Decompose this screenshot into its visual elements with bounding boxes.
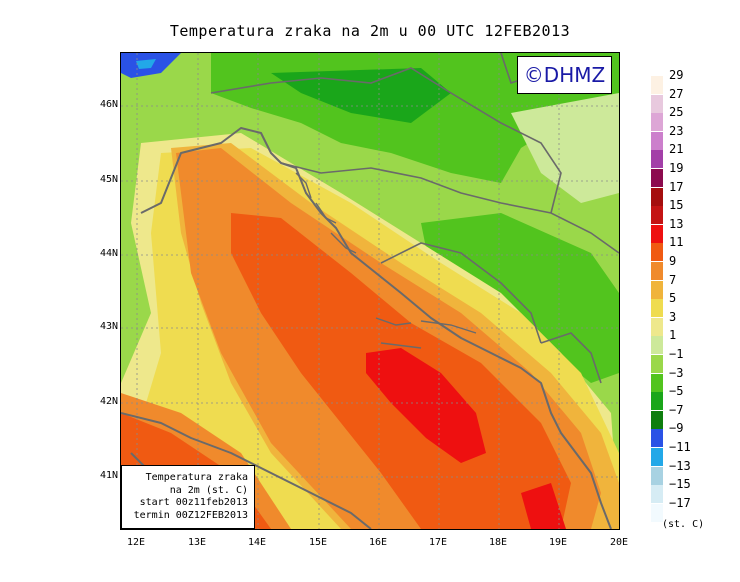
legend-label: 5 (669, 291, 677, 306)
lat-label-44n: 44N (99, 248, 118, 259)
lat-label-41n: 41N (99, 470, 118, 481)
legend-label: 19 (669, 161, 684, 175)
legend-label: −1 (669, 347, 684, 361)
legend-label: 3 (669, 309, 677, 324)
legend-swatch (651, 243, 663, 262)
legend-label: 27 (669, 86, 684, 101)
legend-swatch (651, 336, 663, 355)
legend-unit: (st. C) (662, 519, 705, 530)
lat-label-45n: 45N (99, 174, 118, 185)
legend-swatch (651, 187, 663, 206)
legend-swatch (651, 392, 663, 411)
legend-label: 7 (669, 272, 677, 287)
lon-label-19e: 19E (548, 537, 568, 548)
lat-label-43n: 43N (99, 321, 118, 332)
islands (295, 172, 477, 349)
legend-swatch (651, 503, 663, 522)
legend-label: 17 (669, 179, 684, 194)
legend-swatch (651, 355, 663, 373)
legend-label: 23 (669, 123, 684, 138)
legend-label: 9 (669, 254, 677, 268)
legend-label: −13 (669, 458, 691, 473)
legend-label: 21 (669, 142, 684, 157)
borders (210, 53, 619, 384)
zone-plus13 (366, 348, 486, 463)
lon-label-14e: 14E (247, 537, 267, 548)
lon-label-17e: 17E (428, 537, 448, 548)
legend-swatch (651, 448, 663, 466)
lat-label-42n: 42N (99, 396, 118, 407)
zone-plus13-south (521, 483, 566, 529)
legend-swatch (651, 169, 663, 187)
legend-label: −3 (669, 365, 684, 380)
info-line-1: Temperatura zraka (145, 472, 248, 483)
temperature-map (120, 52, 620, 530)
lon-label-13e: 13E (187, 537, 207, 548)
legend-label: −5 (669, 384, 684, 399)
info-box: Temperatura zraka na 2m (st. C) start 00… (121, 465, 255, 529)
legend-label: 25 (669, 105, 684, 120)
legend-swatch (651, 466, 663, 485)
zone-minus5 (271, 68, 451, 123)
legend-swatch (651, 429, 663, 448)
legend-label: −9 (669, 421, 684, 436)
legend-swatch (651, 280, 663, 299)
zone-minus11 (136, 59, 156, 69)
lon-label-20e: 20E (609, 537, 629, 548)
legend-label: 11 (669, 235, 684, 250)
zone-plus1-east (511, 93, 619, 203)
legend-label: 29 (669, 68, 684, 82)
legend-label: 1 (669, 328, 677, 343)
lat-label-46n: 46N (99, 99, 118, 110)
legend-swatch (651, 131, 663, 150)
legend-label: −17 (669, 495, 691, 510)
legend-swatch (651, 94, 663, 113)
legend-label: −11 (669, 440, 691, 454)
legend-swatch (651, 76, 663, 94)
legend-swatch (651, 485, 663, 504)
legend-swatch (651, 206, 663, 225)
legend-swatch (651, 373, 663, 392)
legend-label: −15 (669, 477, 691, 492)
info-line-4: termin 00Z12FEB2013 (133, 509, 248, 521)
map-canvas (121, 53, 619, 529)
legend-swatch (651, 150, 663, 169)
legend-label: 15 (669, 198, 684, 213)
legend-swatch (651, 113, 663, 132)
lon-label-18e: 18E (488, 537, 508, 548)
lon-label-16e: 16E (368, 537, 388, 548)
info-line-2: na 2m (st. C) (169, 484, 248, 496)
map-title: Temperatura zraka na 2m u 00 UTC 12FEB20… (169, 22, 571, 40)
zone-interior-minus3 (421, 213, 619, 383)
legend-label: −7 (669, 402, 684, 417)
legend-swatch (651, 317, 663, 336)
legend-swatch (651, 262, 663, 280)
lon-label-15e: 15E (308, 537, 328, 548)
legend-swatch (651, 410, 663, 429)
legend-swatch (651, 224, 663, 243)
dhmz-logo: ©DHMZ (517, 56, 612, 94)
lon-label-12e: 12E (126, 537, 146, 548)
info-line-3: start 00z11feb2013 (139, 497, 248, 508)
legend-label: 13 (669, 216, 684, 231)
legend-swatch (651, 299, 663, 318)
